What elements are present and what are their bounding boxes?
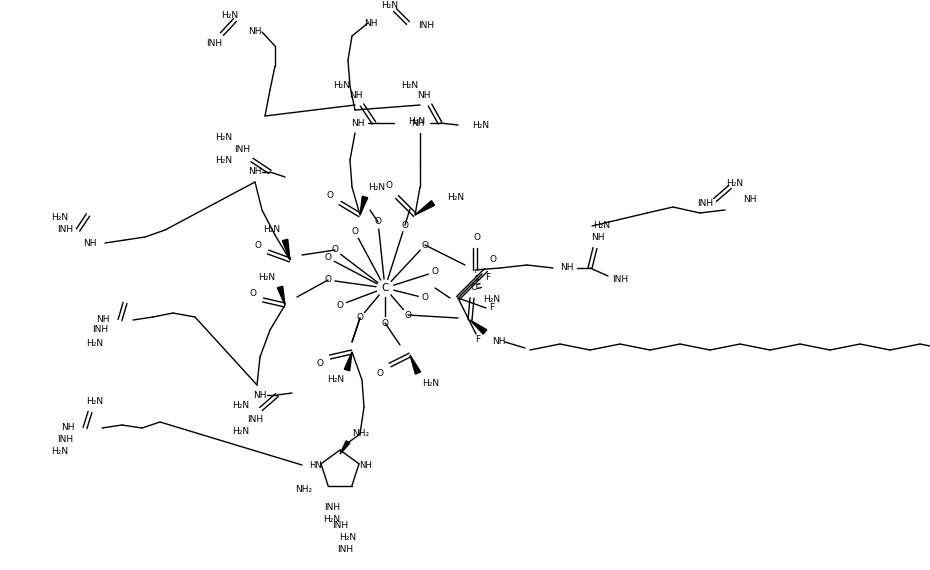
Text: H₂N: H₂N <box>339 534 356 543</box>
Text: H₂N: H₂N <box>86 397 103 406</box>
Text: H₂N: H₂N <box>232 426 249 435</box>
Text: INH: INH <box>234 145 250 154</box>
Text: O: O <box>337 300 343 310</box>
Text: O: O <box>473 234 481 242</box>
Text: INH: INH <box>612 275 628 284</box>
Text: F: F <box>489 303 495 312</box>
Text: H₂N: H₂N <box>422 378 439 388</box>
Text: H₂N: H₂N <box>408 116 425 125</box>
Text: NH: NH <box>560 263 574 272</box>
Text: H₂N: H₂N <box>483 295 500 304</box>
Text: NH: NH <box>248 168 261 177</box>
Text: H₂N: H₂N <box>51 213 69 222</box>
Text: NH: NH <box>352 119 365 128</box>
Text: H₂N: H₂N <box>326 376 344 385</box>
Text: NH: NH <box>743 196 756 205</box>
Text: H₂N: H₂N <box>726 178 744 188</box>
Text: O: O <box>316 360 324 368</box>
Text: O: O <box>255 241 261 250</box>
Text: NH: NH <box>84 238 97 247</box>
Polygon shape <box>415 201 434 215</box>
Text: H₂N: H₂N <box>232 401 249 409</box>
Text: NH: NH <box>96 316 110 324</box>
Text: H₂N: H₂N <box>324 515 340 524</box>
Text: O: O <box>325 275 331 284</box>
Text: H₂N: H₂N <box>447 193 464 202</box>
Text: O: O <box>386 181 392 189</box>
Text: H₂N: H₂N <box>215 133 232 142</box>
Text: INH: INH <box>337 545 353 555</box>
Text: NH₂: NH₂ <box>295 486 312 495</box>
Text: O: O <box>352 227 358 237</box>
Text: C: C <box>381 283 389 293</box>
Text: INH: INH <box>57 435 73 445</box>
Text: O: O <box>377 368 383 377</box>
Text: O: O <box>489 255 497 264</box>
Text: F: F <box>485 274 490 283</box>
Text: O: O <box>325 254 331 263</box>
Text: NH: NH <box>359 461 371 470</box>
Polygon shape <box>360 196 367 215</box>
Text: F: F <box>475 336 481 344</box>
Text: O: O <box>249 288 257 298</box>
Polygon shape <box>344 352 352 370</box>
Text: O: O <box>375 218 381 226</box>
Polygon shape <box>470 320 486 334</box>
Text: H₂N: H₂N <box>215 156 232 165</box>
Text: INH: INH <box>332 520 348 530</box>
Text: INH: INH <box>324 503 340 512</box>
Text: O: O <box>471 283 477 292</box>
Text: INH: INH <box>697 198 713 207</box>
Text: HN: HN <box>309 461 322 470</box>
Polygon shape <box>283 239 290 260</box>
Text: INH: INH <box>92 325 108 335</box>
Text: O: O <box>432 267 439 276</box>
Text: NH: NH <box>365 18 378 27</box>
Text: H₂N: H₂N <box>258 272 275 282</box>
Polygon shape <box>410 355 420 374</box>
Text: H₂N: H₂N <box>51 447 69 457</box>
Text: NH: NH <box>253 390 267 400</box>
Text: NH: NH <box>350 91 363 100</box>
Text: H₂N: H₂N <box>381 2 399 10</box>
Text: O: O <box>421 241 429 250</box>
Text: O: O <box>402 221 408 230</box>
Text: INH: INH <box>206 39 222 48</box>
Text: NH: NH <box>591 234 604 242</box>
Text: H₂N: H₂N <box>221 11 239 21</box>
Text: H₂N: H₂N <box>401 80 418 89</box>
Text: NH: NH <box>61 424 74 433</box>
Text: H₂N: H₂N <box>333 80 350 89</box>
Text: O: O <box>356 314 364 323</box>
Text: INH: INH <box>247 414 263 424</box>
Text: NH₂: NH₂ <box>352 430 369 438</box>
Text: O: O <box>421 294 429 303</box>
Text: H₂N: H₂N <box>368 182 385 192</box>
Text: O: O <box>331 246 339 254</box>
Text: INH: INH <box>418 22 434 31</box>
Text: NH: NH <box>418 91 431 100</box>
Text: O: O <box>405 311 411 320</box>
Text: H₂N: H₂N <box>263 226 280 234</box>
Text: O: O <box>326 190 334 200</box>
Polygon shape <box>277 286 285 305</box>
Polygon shape <box>340 441 350 454</box>
Text: NH: NH <box>492 337 506 347</box>
Text: H₂N: H₂N <box>86 339 103 348</box>
Text: NH: NH <box>411 119 425 128</box>
Text: NH: NH <box>248 27 261 36</box>
Text: INH: INH <box>57 226 73 234</box>
Text: O: O <box>381 319 389 328</box>
Text: H₂N: H₂N <box>593 222 611 230</box>
Text: H₂N: H₂N <box>472 120 489 129</box>
